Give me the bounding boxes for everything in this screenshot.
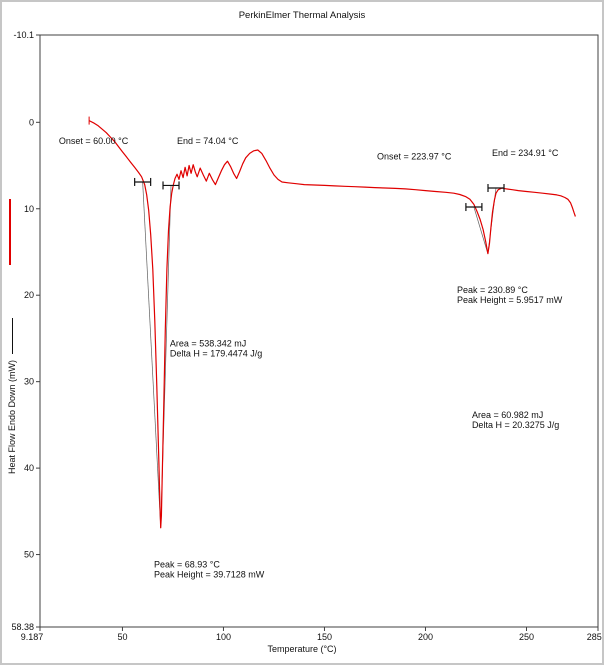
y-axis-label-text: Heat Flow Endo Down (mW) [7,359,17,474]
plot-border [39,34,599,628]
x-tick-label: 9.187 [21,632,44,642]
dsc-curve [88,120,576,529]
y-tick-label: 50 [24,550,34,560]
annotation-peak-2: Peak = 230.89 °C [457,285,528,295]
y-tick-label: 0 [29,117,34,127]
tangent-line [142,181,162,528]
annotation-peak-1: Peak Height = 39.7128 mW [154,570,265,580]
y-tick-label: 40 [24,463,34,473]
annotation-end-1: End = 74.04 °C [177,136,239,146]
x-tick-label: 100 [216,632,231,642]
annotation-area-1: Delta H = 179.4474 J/g [170,348,262,358]
chart-title: PerkinElmer Thermal Analysis [238,10,366,21]
annotation-area-2: Delta H = 20.3275 J/g [472,420,559,430]
annotation-area-1: Area = 538.342 mJ [170,338,246,348]
x-tick-label: 250 [519,632,534,642]
annotation-area-2: Area = 60.982 mJ [472,410,543,420]
x-tick-label: 50 [117,632,127,642]
x-tick-label: 150 [317,632,332,642]
legend-line-icon [12,317,13,354]
y-tick-label: 10 [24,204,34,214]
x-axis-label: Temperature (°C) [267,644,337,654]
curve-color-indicator [9,199,11,265]
annotation-peak-1: Peak = 68.93 °C [154,560,220,570]
x-tick-label: 285.4 [587,632,604,642]
annotation-onset-2: Onset = 223.97 °C [377,152,452,162]
y-tick-label: 30 [24,377,34,387]
y-tick-label: 58.38 [11,622,34,632]
tangent-line [473,206,489,254]
x-tick-label: 200 [418,632,433,642]
y-axis-label: Heat Flow Endo Down (mW) [7,317,17,474]
y-tick-label: -10.1 [13,30,34,40]
y-tick-label: 20 [24,290,34,300]
annotation-onset-1: Onset = 60.00 °C [59,136,129,146]
annotation-peak-2: Peak Height = 5.9517 mW [457,295,563,305]
annotation-end-2: End = 234.91 °C [492,148,559,158]
